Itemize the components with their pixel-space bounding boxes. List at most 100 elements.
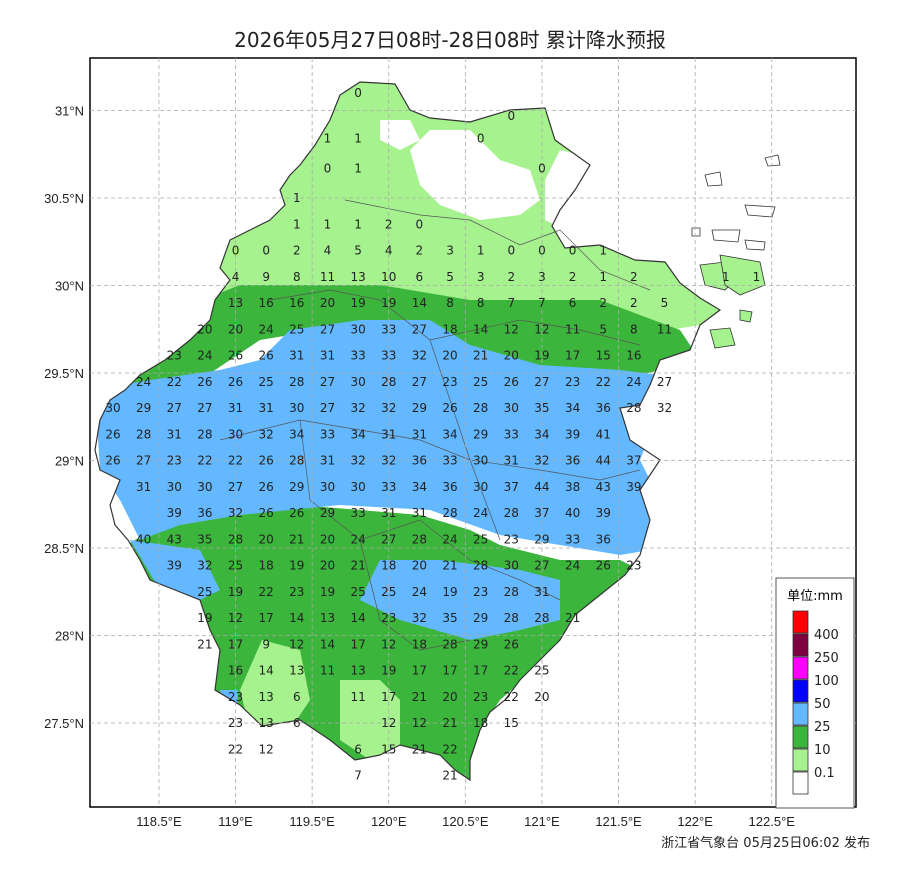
station-value: 21 xyxy=(442,716,457,730)
coordinate-grid xyxy=(90,58,856,807)
station-value: 14 xyxy=(350,611,365,625)
station-value: 34 xyxy=(534,427,549,441)
lon-tick-label: 122.5°E xyxy=(749,814,796,829)
station-value: 6 xyxy=(354,742,362,756)
station-value: 23 xyxy=(442,375,457,389)
station-value: 7 xyxy=(354,769,362,783)
station-value: 22 xyxy=(259,585,274,599)
station-value: 15 xyxy=(596,349,611,363)
station-value: 1 xyxy=(354,132,362,146)
station-value: 23 xyxy=(167,454,182,468)
station-value: 4 xyxy=(385,244,393,258)
station-value: 27 xyxy=(320,375,335,389)
station-value: 28 xyxy=(534,611,549,625)
station-value: 25 xyxy=(228,559,243,573)
station-value: 13 xyxy=(228,296,243,310)
station-value: 33 xyxy=(381,480,396,494)
station-value: 21 xyxy=(442,559,457,573)
station-value: 23 xyxy=(473,585,488,599)
station-value: 12 xyxy=(228,611,243,625)
station-value: 31 xyxy=(534,585,549,599)
station-value: 24 xyxy=(473,506,488,520)
station-value: 0 xyxy=(507,244,515,258)
station-value: 11 xyxy=(320,664,335,678)
station-value: 39 xyxy=(565,427,580,441)
station-value: 20 xyxy=(504,349,519,363)
station-value: 29 xyxy=(473,637,488,651)
station-value: 27 xyxy=(534,559,549,573)
station-value: 20 xyxy=(197,322,212,336)
lon-tick-label: 120°E xyxy=(371,814,407,829)
station-value: 16 xyxy=(289,296,304,310)
station-value: 24 xyxy=(626,375,641,389)
legend-swatch xyxy=(792,679,809,703)
station-value: 19 xyxy=(381,664,396,678)
station-value: 2 xyxy=(569,270,577,284)
legend-label: 100 xyxy=(814,674,839,689)
station-value: 31 xyxy=(412,506,427,520)
station-value: 25 xyxy=(350,585,365,599)
station-value: 3 xyxy=(446,244,454,258)
station-value: 28 xyxy=(197,427,212,441)
station-value: 0 xyxy=(416,217,424,231)
station-value: 16 xyxy=(228,664,243,678)
station-value: 40 xyxy=(136,532,151,546)
station-value: 28 xyxy=(442,637,457,651)
lon-tick-label: 122°E xyxy=(677,814,713,829)
station-value: 0 xyxy=(538,161,546,175)
station-value: 11 xyxy=(320,270,335,284)
station-value: 12 xyxy=(381,716,396,730)
station-value: 21 xyxy=(565,611,580,625)
station-value: 13 xyxy=(350,270,365,284)
station-value: 25 xyxy=(289,322,304,336)
station-value: 30 xyxy=(197,480,212,494)
station-value: 29 xyxy=(473,427,488,441)
lon-tick-label: 121°E xyxy=(524,814,560,829)
station-value: 31 xyxy=(381,427,396,441)
lat-tick-label: 30.5°N xyxy=(44,191,84,206)
station-value: 11 xyxy=(657,322,672,336)
station-value: 14 xyxy=(259,664,274,678)
station-value: 36 xyxy=(442,480,457,494)
station-value: 28 xyxy=(228,532,243,546)
station-value: 19 xyxy=(442,585,457,599)
station-value: 20 xyxy=(320,296,335,310)
station-value: 43 xyxy=(167,532,182,546)
station-value: 32 xyxy=(657,401,672,415)
station-value: 21 xyxy=(412,742,427,756)
station-value: 20 xyxy=(534,690,549,704)
station-value: 32 xyxy=(534,454,549,468)
station-value: 0 xyxy=(354,86,362,100)
station-value: 28 xyxy=(473,559,488,573)
station-value: 13 xyxy=(259,690,274,704)
issuer-footer: 浙江省气象台 05月25日06:02 发布 xyxy=(661,836,870,851)
station-value: 19 xyxy=(197,611,212,625)
station-value: 30 xyxy=(504,401,519,415)
station-value: 19 xyxy=(320,585,335,599)
station-value: 17 xyxy=(381,690,396,704)
legend-title: 单位:mm xyxy=(787,589,843,604)
lat-tick-label: 29°N xyxy=(55,454,84,469)
station-value: 9 xyxy=(262,637,270,651)
station-value: 31 xyxy=(412,427,427,441)
station-value: 34 xyxy=(412,480,427,494)
station-value: 11 xyxy=(565,322,580,336)
station-value: 22 xyxy=(596,375,611,389)
station-value: 27 xyxy=(534,375,549,389)
station-value: 31 xyxy=(320,349,335,363)
station-value: 4 xyxy=(232,270,240,284)
legend-label: 0.1 xyxy=(814,766,835,781)
station-value: 14 xyxy=(320,637,335,651)
station-value: 1 xyxy=(324,132,332,146)
station-value: 14 xyxy=(412,296,427,310)
station-value: 27 xyxy=(136,454,151,468)
station-value: 6 xyxy=(416,270,424,284)
station-value: 30 xyxy=(350,322,365,336)
station-value: 12 xyxy=(504,322,519,336)
station-value: 32 xyxy=(381,454,396,468)
map-title: 2026年05月27日08时-28日08时 累计降水预报 xyxy=(234,28,666,52)
station-value: 26 xyxy=(596,559,611,573)
station-value: 17 xyxy=(228,637,243,651)
station-value: 32 xyxy=(197,559,212,573)
